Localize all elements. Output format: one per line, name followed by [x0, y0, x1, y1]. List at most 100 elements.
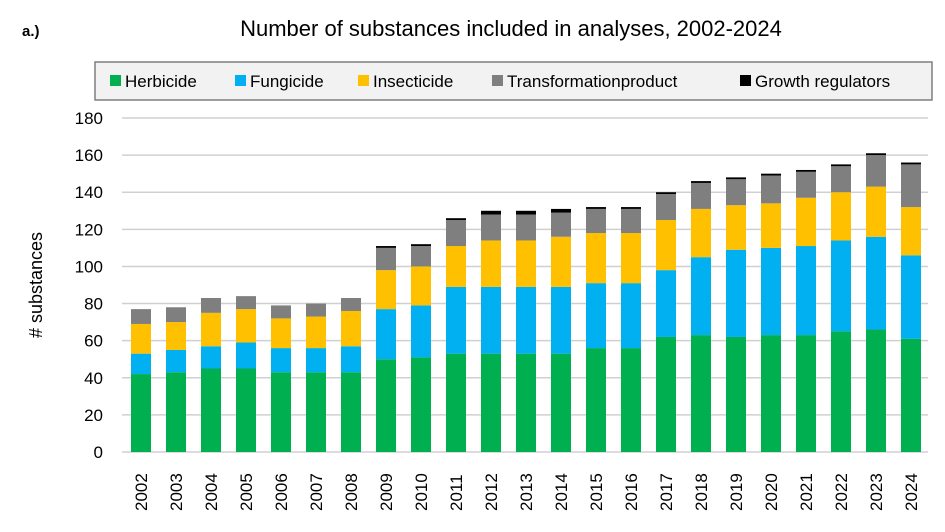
bar-fungicide-2005: [236, 342, 256, 369]
bar-insecticide-2003: [166, 322, 186, 350]
x-tick-label: 2003: [167, 473, 186, 511]
bar-fungicide-2002: [131, 353, 151, 375]
bar-growth-regulators-2018: [691, 181, 711, 183]
x-tick-label: 2011: [447, 474, 466, 511]
bar-transformationproduct-2019: [726, 179, 746, 206]
x-tick-label: 2016: [622, 473, 641, 511]
x-tick-label: 2017: [657, 473, 676, 511]
legend-label: Fungicide: [250, 72, 324, 91]
bar-transformationproduct-2004: [201, 297, 221, 313]
bar-fungicide-2014: [551, 286, 571, 354]
bar-herbicide-2006: [271, 372, 291, 452]
bar-insecticide-2006: [271, 318, 291, 349]
bar-transformationproduct-2022: [831, 166, 851, 193]
bar-fungicide-2009: [376, 309, 396, 360]
bar-growth-regulators-2014: [551, 208, 571, 213]
bar-growth-regulators-2015: [586, 207, 606, 209]
bar-herbicide-2003: [166, 372, 186, 452]
legend-box: [94, 61, 933, 101]
legend-swatch: [492, 75, 503, 86]
x-tick-label: 2008: [342, 473, 361, 511]
bar-insecticide-2018: [691, 208, 711, 258]
bar-insecticide-2016: [621, 233, 641, 284]
bar-herbicide-2008: [341, 372, 361, 452]
bar-insecticide-2013: [516, 240, 536, 287]
bar-insecticide-2010: [411, 266, 431, 306]
bar-growth-regulators-2010: [411, 244, 431, 247]
bar-transformationproduct-2021: [796, 171, 816, 198]
bar-transformationproduct-2006: [271, 305, 291, 319]
x-tick-label: 2002: [132, 473, 151, 511]
bar-fungicide-2007: [306, 348, 326, 373]
bar-transformationproduct-2015: [586, 208, 606, 234]
legend-label: Growth regulators: [755, 72, 890, 91]
bar-fungicide-2008: [341, 346, 361, 373]
bar-herbicide-2021: [796, 335, 816, 452]
bar-insecticide-2022: [831, 192, 851, 241]
bar-insecticide-2021: [796, 197, 816, 247]
legend-label: Insecticide: [373, 72, 453, 91]
bar-fungicide-2004: [201, 346, 221, 369]
bar-fungicide-2016: [621, 283, 641, 349]
bar-fungicide-2003: [166, 349, 186, 373]
bar-fungicide-2006: [271, 348, 291, 373]
legend-swatch: [740, 75, 751, 86]
bar-transformationproduct-2020: [761, 175, 781, 204]
bar-transformationproduct-2024: [901, 164, 921, 208]
bar-herbicide-2023: [866, 329, 886, 452]
y-tick-label: 140: [75, 183, 103, 202]
bar-transformationproduct-2018: [691, 182, 711, 209]
legend-swatch: [358, 75, 369, 86]
bar-insecticide-2014: [551, 236, 571, 287]
bar-transformationproduct-2009: [376, 247, 396, 271]
x-tick-label: 2007: [307, 473, 326, 511]
bar-herbicide-2018: [691, 335, 711, 452]
bar-insecticide-2009: [376, 270, 396, 310]
y-axis-ticks: 0 20 40 60 80 100 120 140 160 180: [75, 109, 103, 462]
legend-label: Herbicide: [125, 72, 197, 91]
bar-growth-regulators-2016: [621, 207, 641, 209]
bar-insecticide-2023: [866, 186, 886, 237]
x-tick-label: 2019: [727, 473, 746, 511]
bar-transformationproduct-2005: [236, 296, 256, 310]
bar-growth-regulators-2019: [726, 177, 746, 180]
bar-insecticide-2004: [201, 312, 221, 347]
bar-herbicide-2012: [481, 353, 501, 452]
bar-growth-regulators-2020: [761, 173, 781, 176]
x-tick-label: 2010: [412, 473, 431, 511]
x-axis-ticks: 2002 2003 2004 2005 2006 2007 2008 2009 2010 2011…: [132, 473, 921, 511]
y-tick-label: 60: [84, 332, 103, 351]
x-tick-label: 2015: [587, 473, 606, 511]
x-tick-label: 2005: [237, 473, 256, 511]
bar-insecticide-2008: [341, 310, 361, 347]
bar-herbicide-2024: [901, 338, 921, 452]
bar-fungicide-2015: [586, 283, 606, 349]
bar-growth-regulators-2024: [901, 162, 921, 165]
bar-growth-regulators-2021: [796, 169, 816, 172]
bar-herbicide-2010: [411, 357, 431, 452]
bar-herbicide-2022: [831, 331, 851, 452]
y-tick-label: 20: [84, 406, 103, 425]
x-tick-label: 2012: [482, 473, 501, 511]
x-tick-label: 2004: [202, 473, 221, 511]
bar-fungicide-2024: [901, 255, 921, 339]
bar-herbicide-2007: [306, 372, 326, 452]
legend-swatch: [110, 75, 121, 86]
x-tick-label: 2022: [832, 473, 851, 511]
x-tick-label: 2021: [797, 473, 816, 511]
bar-insecticide-2017: [656, 220, 676, 271]
x-tick-label: 2024: [902, 473, 921, 511]
panel-label: a.): [22, 23, 40, 40]
bars: [131, 153, 921, 452]
x-tick-label: 2006: [272, 473, 291, 511]
bar-growth-regulators-2022: [831, 164, 851, 167]
bar-herbicide-2011: [446, 353, 466, 452]
bar-herbicide-2017: [656, 336, 676, 452]
bar-fungicide-2023: [866, 236, 886, 330]
bar-herbicide-2016: [621, 348, 641, 452]
bar-herbicide-2013: [516, 353, 536, 452]
x-tick-label: 2018: [692, 473, 711, 511]
x-tick-label: 2023: [867, 473, 886, 511]
bar-insecticide-2002: [131, 323, 151, 354]
bar-herbicide-2020: [761, 335, 781, 452]
